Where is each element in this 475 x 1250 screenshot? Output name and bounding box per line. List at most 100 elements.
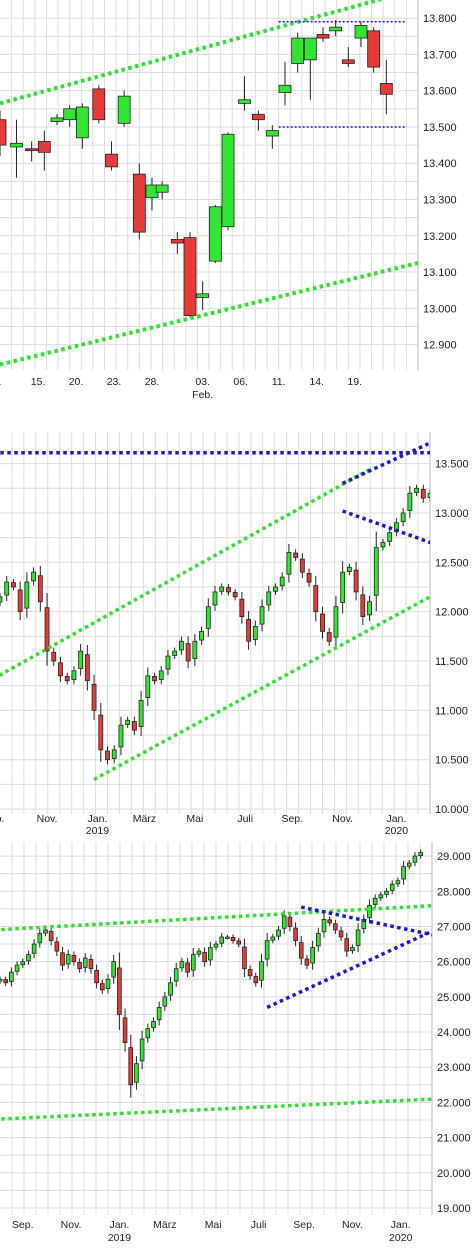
candle-body	[232, 592, 238, 598]
candle-body	[202, 951, 207, 963]
candle-body	[151, 1021, 156, 1029]
candle-body	[326, 632, 332, 642]
candle-body	[44, 607, 50, 652]
candle-body	[17, 589, 23, 613]
x-tick-label: 06.	[233, 376, 248, 388]
candle-body	[291, 37, 305, 64]
candle-body	[9, 971, 14, 982]
x-tick-label: Nov.	[61, 1219, 82, 1231]
x-tick-label: Jan.	[109, 1219, 129, 1231]
y-tick-label: 13.100	[423, 267, 457, 279]
x-tick-sublabel: 2020	[385, 825, 409, 834]
candle-body	[105, 978, 111, 989]
candle-body	[273, 586, 278, 592]
blue-trend-line	[342, 509, 430, 545]
x-tick-label: 20.	[69, 376, 84, 388]
candle-body	[43, 929, 48, 934]
candle-body	[37, 933, 43, 944]
candle-body	[226, 587, 231, 593]
candle-body	[448, 488, 452, 501]
candle-body	[316, 34, 330, 39]
candle-body	[321, 919, 327, 933]
candle-body	[221, 133, 235, 228]
candle-body	[270, 936, 276, 941]
chart-2: 10.000 10.500 11.000 11.500 12.000 12.500 13.0…	[0, 432, 469, 834]
blue-trend-line	[266, 929, 432, 1009]
candle-body	[88, 958, 94, 970]
x-tick-label: 03.	[195, 376, 210, 388]
y-tick-label: 12.000	[435, 607, 469, 619]
candle-body	[395, 880, 401, 885]
candle-body	[92, 88, 106, 121]
candle-body	[346, 566, 352, 572]
candle-body	[0, 119, 7, 146]
candle-body	[313, 585, 319, 613]
y-tick-label: 10.500	[435, 755, 469, 767]
candle-body	[111, 749, 117, 759]
candle-body	[406, 862, 412, 867]
candle-body	[3, 979, 8, 984]
y-tick-label: 21.000	[437, 1133, 471, 1145]
candle-body	[441, 494, 445, 503]
x-tick-label: Nov.	[332, 813, 353, 825]
y-tick-label: 11.500	[435, 656, 468, 668]
candle-body	[132, 173, 146, 233]
y-tick-label: 13.000	[435, 508, 469, 520]
candle-body	[353, 569, 359, 593]
candle-body	[158, 670, 164, 680]
y-tick-label: 13.500	[435, 459, 469, 471]
candle-body	[145, 675, 151, 698]
candle-body	[94, 969, 99, 984]
candle-body	[265, 130, 279, 137]
candle-body	[155, 184, 169, 193]
candle-body	[205, 606, 211, 629]
candle-body	[192, 640, 198, 660]
candle-body	[278, 84, 292, 93]
y-tick-label: 11.000	[435, 705, 468, 717]
y-tick-label: 26.000	[437, 957, 471, 969]
candle-body	[418, 852, 423, 857]
candle-body	[253, 976, 259, 984]
candle-body	[145, 1028, 151, 1039]
candle-body	[225, 936, 230, 939]
candle-body	[407, 492, 413, 511]
candle-body	[31, 571, 36, 582]
candle-body	[455, 483, 459, 487]
candle-body	[281, 915, 287, 929]
candle-body	[304, 958, 310, 966]
y-tick-label: 13.600	[423, 86, 457, 98]
y-tick-label: 13.500	[423, 122, 457, 134]
y-tick-label: 19.000	[437, 1203, 471, 1215]
candle-body	[185, 962, 190, 973]
candle-body	[10, 142, 23, 148]
candle-body	[183, 237, 197, 316]
x-tick-label: Sep.	[293, 1219, 315, 1231]
candle-body	[333, 606, 339, 638]
candle-body	[105, 153, 118, 168]
y-tick-label: 27.000	[437, 921, 471, 933]
candle-body	[384, 890, 389, 895]
candle-body	[435, 493, 439, 495]
candle-body	[117, 95, 131, 124]
candle-body	[152, 676, 157, 682]
candle-body	[266, 591, 272, 606]
candle-body	[299, 558, 305, 573]
candle-body	[122, 1017, 128, 1043]
candle-body	[355, 929, 361, 946]
candle-body	[118, 724, 124, 748]
candle-body	[230, 937, 236, 941]
x-tick-label: Jan.	[391, 1219, 411, 1231]
candle-body	[246, 619, 251, 642]
candle-body	[236, 940, 242, 945]
x-tick-label: p.	[0, 813, 4, 825]
candle-body	[213, 943, 219, 948]
candle-body	[367, 904, 372, 919]
y-tick-label: 13.200	[423, 231, 457, 243]
candle-body	[24, 581, 30, 609]
candle-body	[11, 582, 16, 588]
candle-body	[316, 933, 321, 947]
candle-body	[131, 721, 137, 731]
x-tick-sublabel: Feb.	[192, 389, 213, 401]
candle-body	[4, 581, 10, 596]
candle-body	[367, 601, 372, 616]
